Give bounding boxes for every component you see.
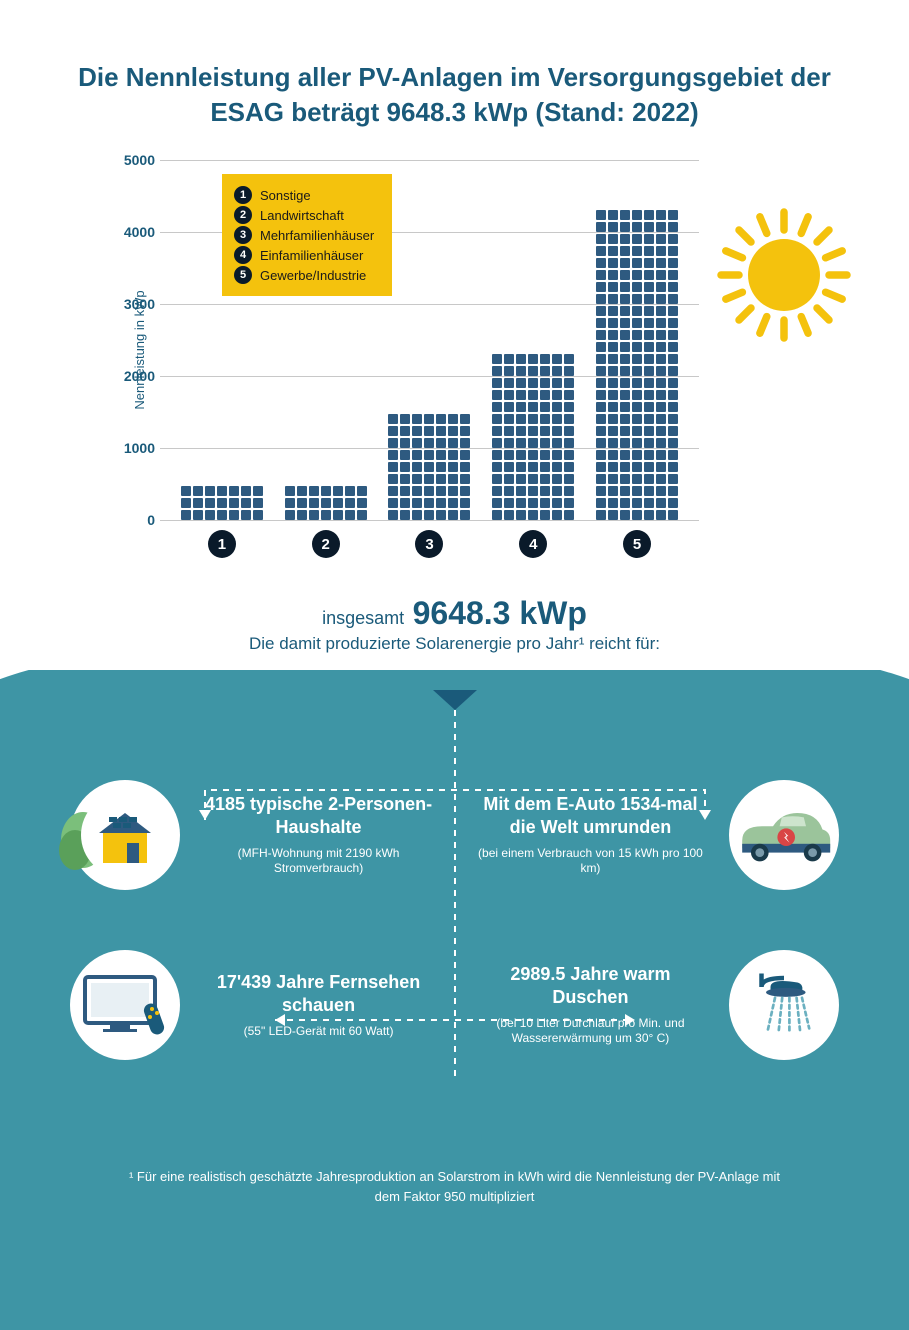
x-labels: 1 2 3 4 5 (160, 530, 699, 558)
bar (388, 414, 470, 520)
total-value: 9648.3 kWp (413, 595, 587, 631)
y-tick: 2000 (115, 368, 155, 384)
x-badge: 1 (208, 530, 236, 558)
top-section: Die Nennleistung aller PV-Anlagen im Ver… (0, 0, 909, 670)
fact-ecar: Mit dem E-Auto 1534-mal die Welt umrunde… (470, 780, 839, 890)
fact-main: 4185 typische 2-Personen-Haushalte (198, 793, 439, 840)
grid-line (160, 448, 699, 449)
fact-row-1: 4185 typische 2-Personen-Haushalte (MFH-… (70, 780, 839, 890)
sun-icon (709, 200, 859, 350)
legend-label: Gewerbe/Industrie (260, 268, 366, 283)
legend-label: Mehrfamilienhäuser (260, 228, 374, 243)
grid-line (160, 160, 699, 161)
fact-tv: 17'439 Jahre Fernsehen schauen (55" LED-… (70, 950, 439, 1060)
legend-num: 4 (234, 246, 252, 264)
legend-num: 1 (234, 186, 252, 204)
house-icon (70, 780, 180, 890)
y-tick: 1000 (115, 440, 155, 456)
summary-sub: Die damit produzierte Solarenergie pro J… (70, 634, 839, 654)
x-badge: 2 (312, 530, 340, 558)
x-badge: 5 (623, 530, 651, 558)
legend-item: 2 Landwirtschaft (234, 206, 374, 224)
fact-main: Mit dem E-Auto 1534-mal die Welt umrunde… (470, 793, 711, 840)
y-tick: 4000 (115, 224, 155, 240)
legend-item: 5 Gewerbe/Industrie (234, 266, 374, 284)
fact-households: 4185 typische 2-Personen-Haushalte (MFH-… (70, 780, 439, 890)
legend-item: 1 Sonstige (234, 186, 374, 204)
fact-main: 2989.5 Jahre warm Duschen (470, 963, 711, 1010)
bar (492, 354, 574, 520)
tv-icon (70, 950, 180, 1060)
legend: 1 Sonstige 2 Landwirtschaft 3 Mehrfamilienhäu… (222, 174, 392, 296)
car-icon (729, 780, 839, 890)
x-badge: 3 (415, 530, 443, 558)
legend-item: 4 Einfamilienhäuser (234, 246, 374, 264)
facts-grid: 4185 typische 2-Personen-Haushalte (MFH-… (0, 780, 909, 1120)
fact-row-2: 17'439 Jahre Fernsehen schauen (55" LED-… (70, 950, 839, 1060)
grid-line (160, 304, 699, 305)
legend-item: 3 Mehrfamilienhäuser (234, 226, 374, 244)
bar (181, 486, 263, 520)
legend-num: 2 (234, 206, 252, 224)
summary: insgesamt 9648.3 kWp Die damit produzier… (70, 595, 839, 654)
total-label: insgesamt (322, 608, 404, 628)
fact-sub: (bei 10 Liter Durchlauf pro Min. und Was… (470, 1016, 711, 1047)
page-title: Die Nennleistung aller PV-Anlagen im Ver… (70, 60, 839, 130)
triangle-pointer (433, 690, 477, 710)
bar (285, 486, 367, 520)
legend-num: 3 (234, 226, 252, 244)
grid-line (160, 376, 699, 377)
fact-shower: 2989.5 Jahre warm Duschen (bei 10 Liter … (470, 950, 839, 1060)
legend-num: 5 (234, 266, 252, 284)
y-tick: 3000 (115, 296, 155, 312)
fact-sub: (MFH-Wohnung mit 2190 kWh Stromverbrauch… (198, 846, 439, 877)
legend-label: Sonstige (260, 188, 311, 203)
bar (596, 210, 678, 520)
x-badge: 4 (519, 530, 547, 558)
fact-sub: (bei einem Verbrauch von 15 kWh pro 100 … (470, 846, 711, 877)
y-tick: 0 (115, 512, 155, 528)
y-tick: 5000 (115, 152, 155, 168)
grid-line (160, 520, 699, 521)
legend-label: Landwirtschaft (260, 208, 344, 223)
shower-icon (729, 950, 839, 1060)
bar-chart: Nennleistung in kWp 01000200030004000500… (130, 160, 819, 540)
fact-sub: (55" LED-Gerät mit 60 Watt) (198, 1024, 439, 1040)
fact-main: 17'439 Jahre Fernsehen schauen (198, 971, 439, 1018)
legend-label: Einfamilienhäuser (260, 248, 363, 263)
footnote: ¹ Für eine realistisch geschätzte Jahres… (0, 1167, 909, 1206)
